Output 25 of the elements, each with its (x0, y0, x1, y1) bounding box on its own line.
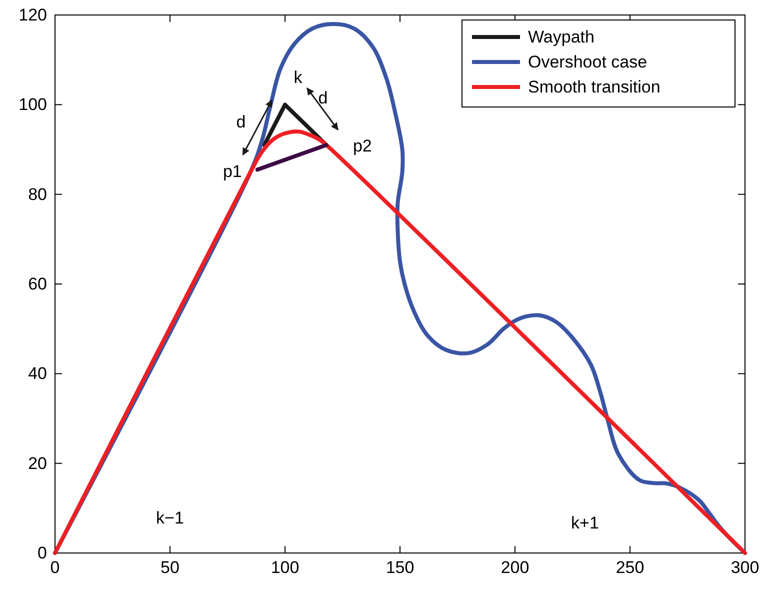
legend-label: Waypath (528, 28, 594, 46)
line-series (53, 130, 747, 555)
y-tick-label: 40 (28, 364, 47, 384)
legend-label: Overshoot case (528, 52, 648, 72)
y-tick-label: 120 (18, 5, 47, 24)
annotation: k−1 (156, 508, 184, 528)
x-tick-label: 0 (50, 558, 60, 578)
x-tick-label: 50 (160, 558, 180, 578)
x-tick-label: 200 (500, 558, 530, 578)
x-tick-label: 150 (386, 558, 414, 578)
annotation: k+1 (571, 514, 599, 532)
annotation: d (318, 88, 328, 108)
x-tick-label: 300 (730, 558, 760, 578)
annotation: p2 (352, 136, 372, 156)
y-tick-label: 80 (28, 184, 47, 204)
legend-label: Smooth transition (528, 78, 660, 96)
y-tick-label: 0 (38, 543, 47, 562)
x-tick-label: 250 (616, 558, 644, 578)
annotation: p1 (222, 162, 242, 182)
y-tick-label: 60 (28, 274, 47, 294)
annotation: k (294, 68, 303, 88)
y-tick-label: 100 (18, 95, 47, 114)
x-tick-label: 100 (270, 558, 300, 578)
y-tick-label: 20 (28, 454, 47, 473)
annotation: d (236, 112, 246, 132)
